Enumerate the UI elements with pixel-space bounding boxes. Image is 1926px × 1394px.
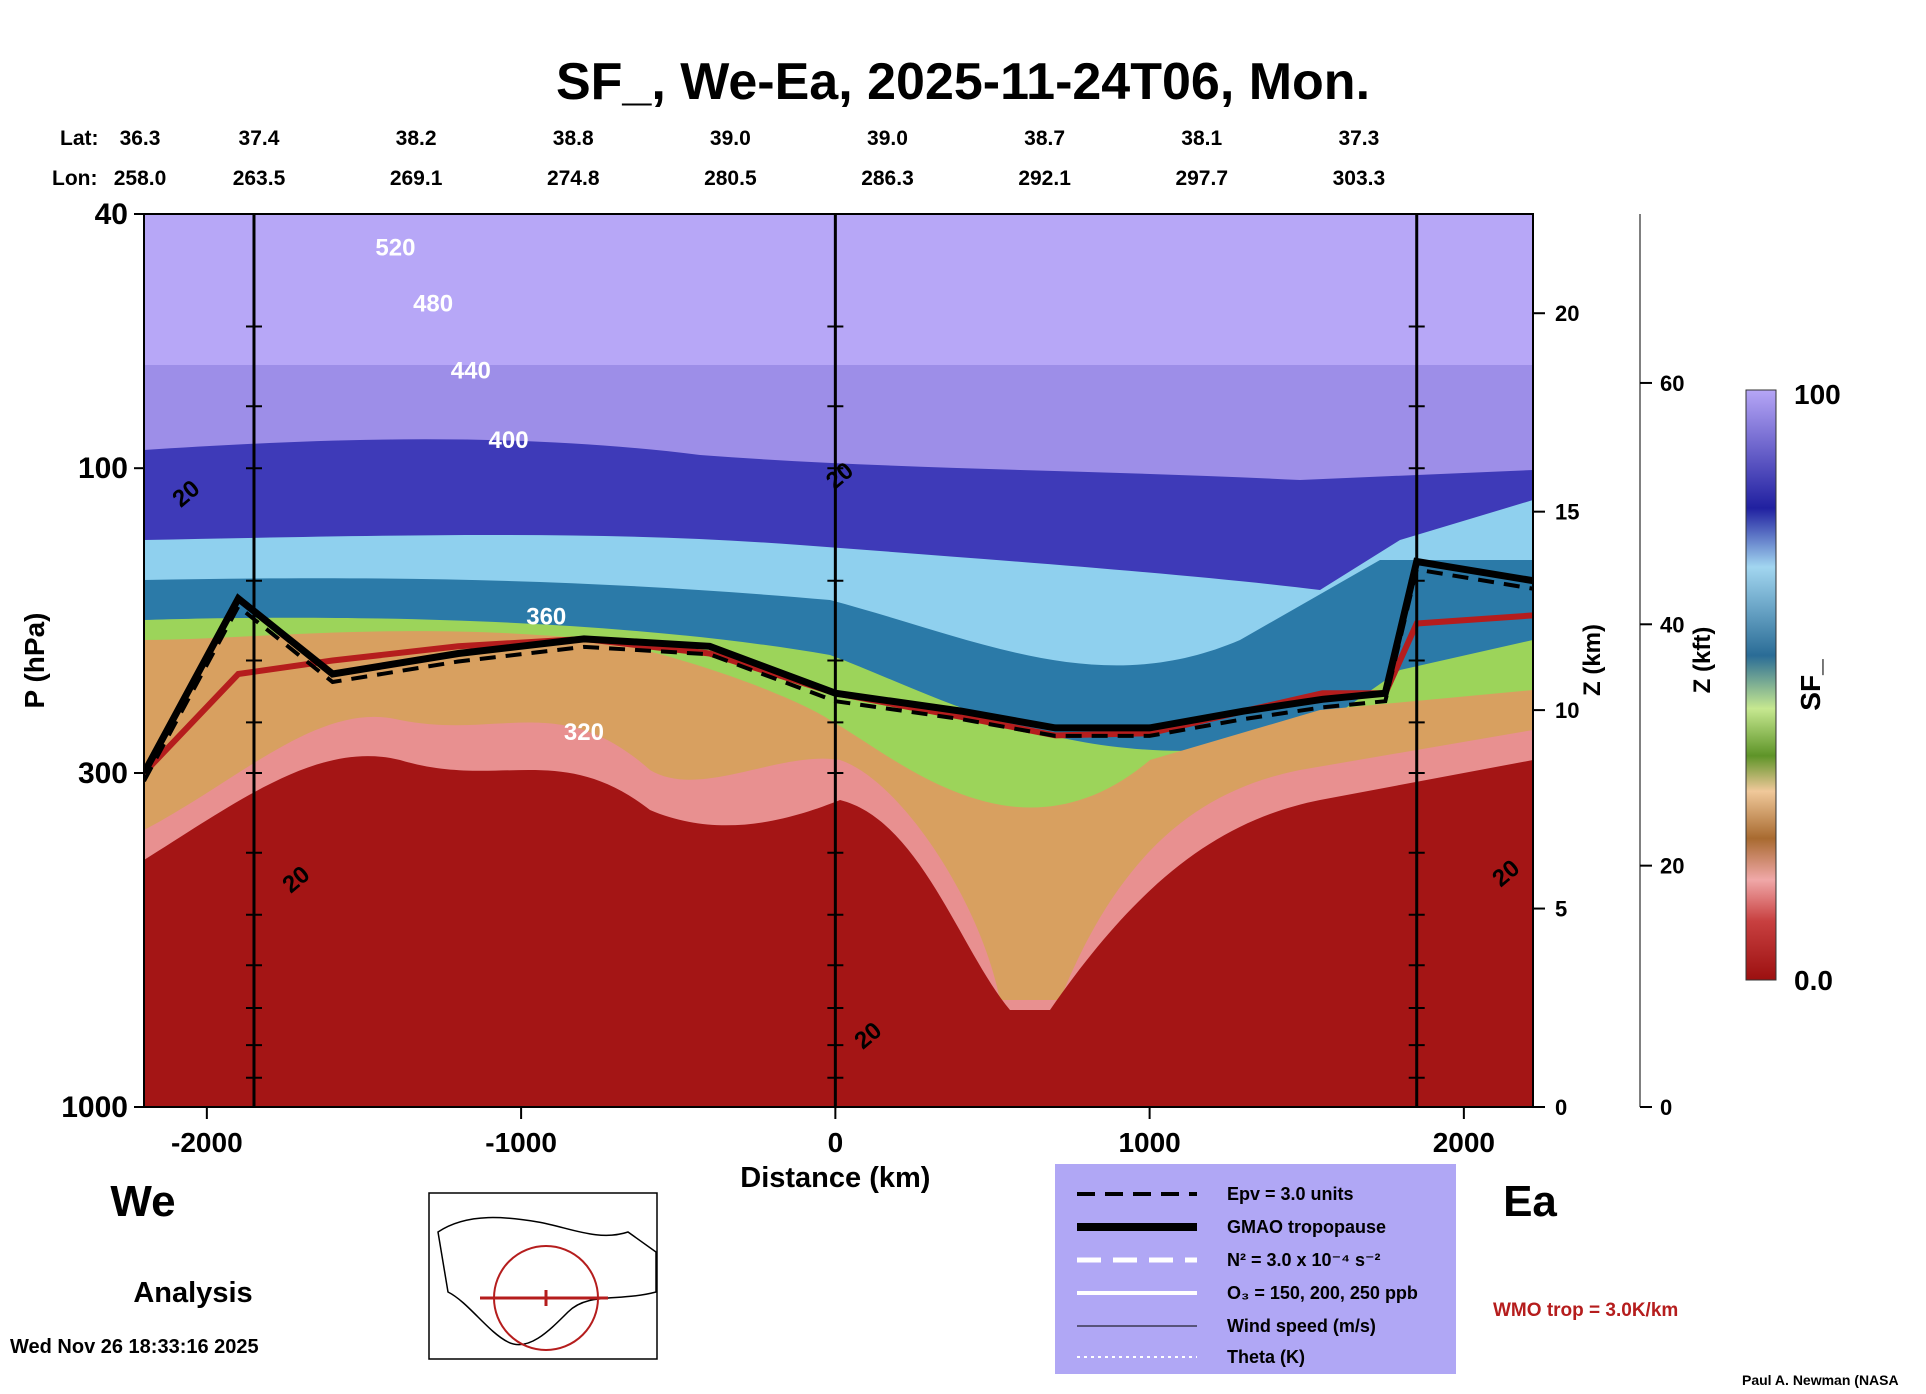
sf-field: [144, 214, 1533, 1107]
y-tick-label: 1000: [61, 1091, 128, 1124]
x-tick-label: 0: [828, 1127, 844, 1158]
gmao-tropopause-line: [144, 557, 1533, 775]
z-km-tick-label: 10: [1555, 698, 1579, 723]
y-axis-label: P (hPa): [19, 613, 50, 709]
chart-title: SF_, We-Ea, 2025-11-24T06, Mon.: [555, 53, 1371, 111]
analysis-label: Analysis: [133, 1277, 252, 1309]
tropopause-lines: [144, 557, 1533, 782]
timestamp: Wed Nov 26 18:33:16 2025: [10, 1336, 259, 1358]
y-tick-label: 40: [95, 198, 128, 231]
thin-black-line-icon: [1077, 1325, 1197, 1327]
theta-contour-label: 520: [375, 235, 415, 262]
longitude-label: 303.3: [1333, 167, 1386, 190]
thick-black-line-icon: [1077, 1223, 1197, 1231]
legend-label: Epv = 3.0 units: [1227, 1184, 1354, 1204]
y-tick-label: 100: [78, 452, 128, 485]
latitude-label: 38.8: [553, 127, 594, 150]
z-kft-axis-label: Z (kft): [1689, 627, 1716, 694]
y-tick-label: 300: [78, 757, 128, 790]
longitude-label: 263.5: [233, 167, 286, 190]
dotted-white-line-icon: [1077, 1356, 1197, 1358]
longitude-label: 269.1: [390, 167, 443, 190]
grid-layer: [134, 213, 1652, 1119]
z-km-tick-label: 0: [1555, 1095, 1567, 1120]
dashed-black-line-icon: [1077, 1192, 1197, 1196]
legend-label: N² = 3.0 x 10⁻⁴ s⁻²: [1227, 1250, 1381, 1270]
dashed-white-line-icon: [1077, 1257, 1197, 1263]
x-axis-label: Distance (km): [740, 1162, 930, 1194]
longitude-label: 297.7: [1175, 167, 1228, 190]
wmo-note: WMO trop = 3.0K/km: [1493, 1300, 1679, 1321]
x-tick-label: 1000: [1118, 1127, 1180, 1158]
longitude-label: 286.3: [861, 167, 914, 190]
lat-row-label: Lat:: [60, 127, 99, 150]
legend-label: O₃ = 150, 200, 250 ppb: [1227, 1283, 1418, 1303]
latitude-label: 37.4: [239, 127, 280, 150]
latitude-label: 39.0: [710, 127, 751, 150]
west-label: We: [110, 1177, 175, 1226]
colorbar-max-label: 100: [1794, 379, 1841, 410]
z-km-tick-label: 5: [1555, 897, 1567, 922]
colorbar: [1745, 389, 1777, 981]
legend: Epv = 3.0 units GMAO tropopause N² = 3.0…: [1055, 1164, 1456, 1374]
theta-contour-label: 360: [526, 603, 566, 630]
longitude-label: 280.5: [704, 167, 757, 190]
epv-dashed-line: [144, 567, 1533, 782]
longitude-label: 292.1: [1018, 167, 1071, 190]
x-tick-label: -1000: [485, 1127, 557, 1158]
z-kft-tick-label: 60: [1660, 371, 1684, 396]
solid-white-line-icon: [1077, 1291, 1197, 1295]
east-label: Ea: [1503, 1177, 1557, 1226]
legend-label: Wind speed (m/s): [1227, 1316, 1376, 1336]
theta-contour-label: 480: [413, 290, 453, 317]
latitude-label: 38.1: [1181, 127, 1222, 150]
longitude-label: 258.0: [114, 167, 167, 190]
longitude-label: 274.8: [547, 167, 600, 190]
theta-contour-label: 320: [564, 719, 604, 746]
latitude-label: 38.7: [1024, 127, 1065, 150]
credit: Paul A. Newman (NASA: [1742, 1372, 1899, 1388]
colorbar-title: SF_: [1795, 659, 1826, 711]
theta-contour-label: 440: [451, 357, 491, 384]
z-kft-tick-label: 40: [1660, 612, 1684, 637]
colorbar-min-label: 0.0: [1794, 965, 1833, 996]
latitude-label: 39.0: [867, 127, 908, 150]
legend-label: GMAO tropopause: [1227, 1217, 1387, 1237]
x-tick-label: -2000: [171, 1127, 243, 1158]
z-km-tick-label: 20: [1555, 301, 1579, 326]
legend-label: Theta (K): [1227, 1347, 1305, 1367]
latitude-label: 37.3: [1338, 127, 1379, 150]
x-tick-label: 2000: [1433, 1127, 1495, 1158]
z-km-axis-label: Z (km): [1579, 624, 1606, 696]
inset-map: [428, 1192, 658, 1360]
z-kft-tick-label: 20: [1660, 854, 1684, 879]
lon-row-label: Lon:: [52, 167, 97, 190]
theta-contour-label: 400: [489, 427, 529, 454]
latitude-label: 36.3: [120, 127, 161, 150]
latitude-label: 38.2: [396, 127, 437, 150]
z-km-tick-label: 15: [1555, 500, 1579, 525]
z-kft-tick-label: 0: [1660, 1095, 1672, 1120]
